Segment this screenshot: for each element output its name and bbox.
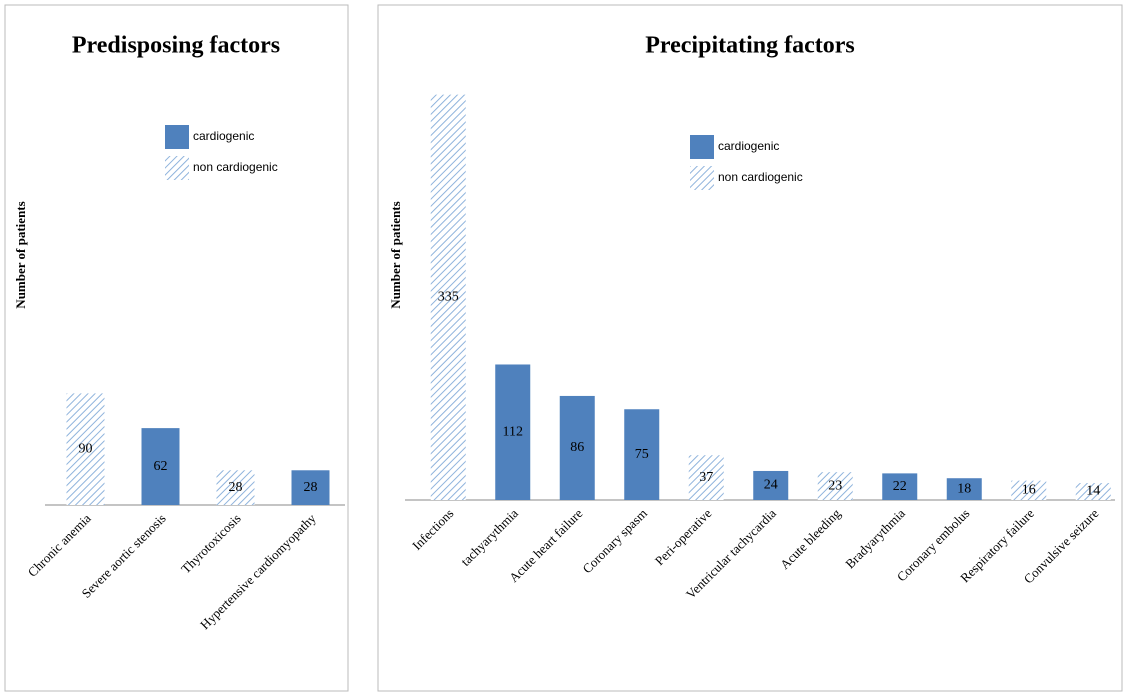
legend-swatch bbox=[690, 135, 714, 159]
data-label: 23 bbox=[828, 478, 842, 493]
x-tick-label: Peri-operative bbox=[652, 505, 715, 568]
data-label: 75 bbox=[635, 447, 649, 462]
bar bbox=[66, 393, 105, 505]
legend-swatch bbox=[690, 166, 714, 190]
bar bbox=[430, 94, 466, 501]
data-label: 18 bbox=[957, 481, 971, 496]
data-label: 37 bbox=[699, 470, 713, 485]
legend-label: cardiogenic bbox=[718, 139, 779, 153]
x-tick-label: Acute bleeding bbox=[777, 505, 844, 572]
data-label: 112 bbox=[503, 424, 523, 439]
legend-swatch bbox=[165, 125, 189, 149]
data-label: 24 bbox=[764, 478, 778, 493]
legend-label: non cardiogenic bbox=[718, 170, 803, 184]
data-label: 16 bbox=[1022, 483, 1036, 498]
bar bbox=[753, 470, 789, 500]
data-label: 86 bbox=[570, 440, 584, 455]
bar bbox=[1011, 480, 1047, 500]
bar bbox=[946, 478, 982, 500]
data-label: 90 bbox=[79, 441, 93, 456]
panel-frame bbox=[377, 4, 1123, 692]
x-tick-label: Thyrotoxicosis bbox=[178, 511, 244, 577]
x-tick-label: Severe aortic stenosis bbox=[78, 511, 168, 601]
legend-label: cardiogenic bbox=[193, 129, 254, 143]
y-axis-label: Number of patients bbox=[388, 201, 403, 308]
data-label: 22 bbox=[893, 479, 907, 494]
x-tick-label: Bradyarythmia bbox=[842, 505, 908, 571]
bar bbox=[559, 395, 595, 500]
chart-title: Precipitating factors bbox=[645, 33, 855, 59]
data-label: 28 bbox=[229, 480, 243, 495]
bar bbox=[495, 364, 531, 500]
bar bbox=[291, 470, 330, 505]
chart-title: Predisposing factors bbox=[72, 33, 280, 59]
x-tick-label: tachyarythmia bbox=[458, 505, 521, 568]
y-axis-label: Number of patients bbox=[13, 201, 28, 308]
data-label: 28 bbox=[304, 480, 318, 495]
legend-swatch bbox=[165, 156, 189, 180]
bar bbox=[817, 472, 853, 500]
data-label: 62 bbox=[154, 459, 168, 474]
bar bbox=[624, 409, 660, 500]
bar bbox=[141, 428, 180, 505]
bar bbox=[882, 473, 918, 500]
data-label: 335 bbox=[438, 290, 459, 305]
legend-label: non cardiogenic bbox=[193, 160, 278, 174]
bar bbox=[216, 470, 255, 505]
panel-frame bbox=[4, 4, 349, 692]
x-tick-label: Infections bbox=[409, 506, 456, 553]
x-tick-label: Coronary spasm bbox=[579, 506, 650, 577]
data-label: 14 bbox=[1086, 484, 1100, 499]
x-tick-label: Chronic anemia bbox=[25, 510, 94, 579]
bar bbox=[1075, 483, 1111, 500]
bar bbox=[688, 455, 724, 500]
